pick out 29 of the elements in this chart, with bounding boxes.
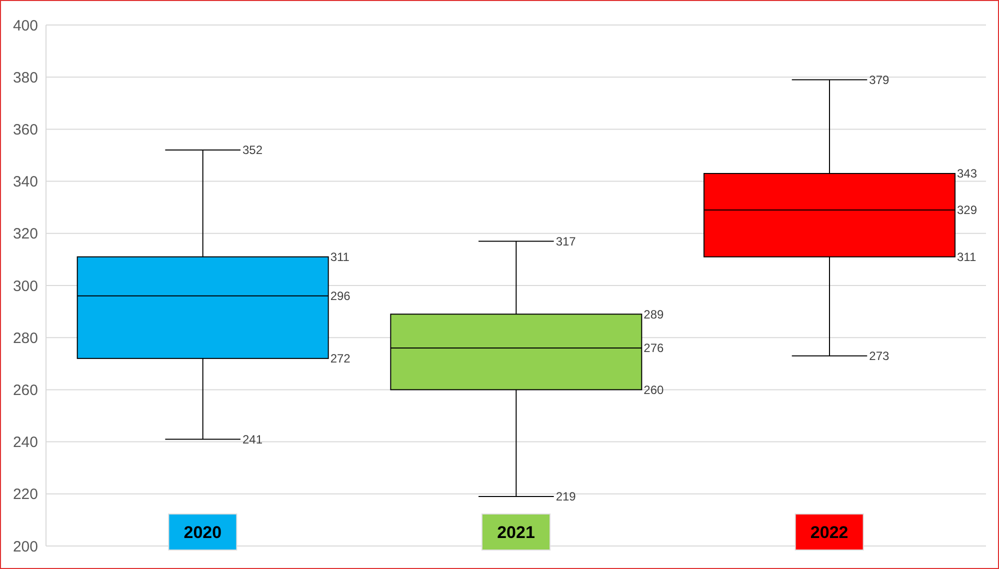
y-tick-label: 300 [12,278,38,295]
annotation: 296 [330,289,351,304]
annotation: 311 [330,250,350,264]
y-tick-label: 240 [12,434,38,452]
annotation: 329 [957,203,978,218]
annotation: 379 [869,72,890,87]
annotation: 241 [242,432,263,446]
x-tick-label: 2020 [184,522,222,542]
annotation: 289 [644,307,664,322]
y-tick-label: 360 [12,122,38,139]
annotation: 219 [556,490,576,504]
y-tick-label: 340 [12,174,38,191]
x-tick-label: 2022 [810,522,848,542]
y-tick-label: 400 [12,17,38,34]
annotation: 311 [957,250,976,264]
annotation: 317 [556,234,576,248]
annotation: 260 [644,382,664,397]
annotation: 272 [330,352,351,366]
y-tick-label: 280 [12,330,38,347]
y-tick-label: 320 [12,226,38,243]
y-tick-label: 220 [12,486,38,504]
annotation: 273 [869,349,890,364]
x-tick-label: 2021 [497,522,535,542]
y-tick-label: 260 [12,382,38,400]
annotation: 343 [957,166,978,181]
annotation: 352 [242,143,263,158]
y-tick-label: 380 [12,69,38,86]
y-tick-label: 200 [12,538,38,556]
annotation: 276 [644,341,664,356]
